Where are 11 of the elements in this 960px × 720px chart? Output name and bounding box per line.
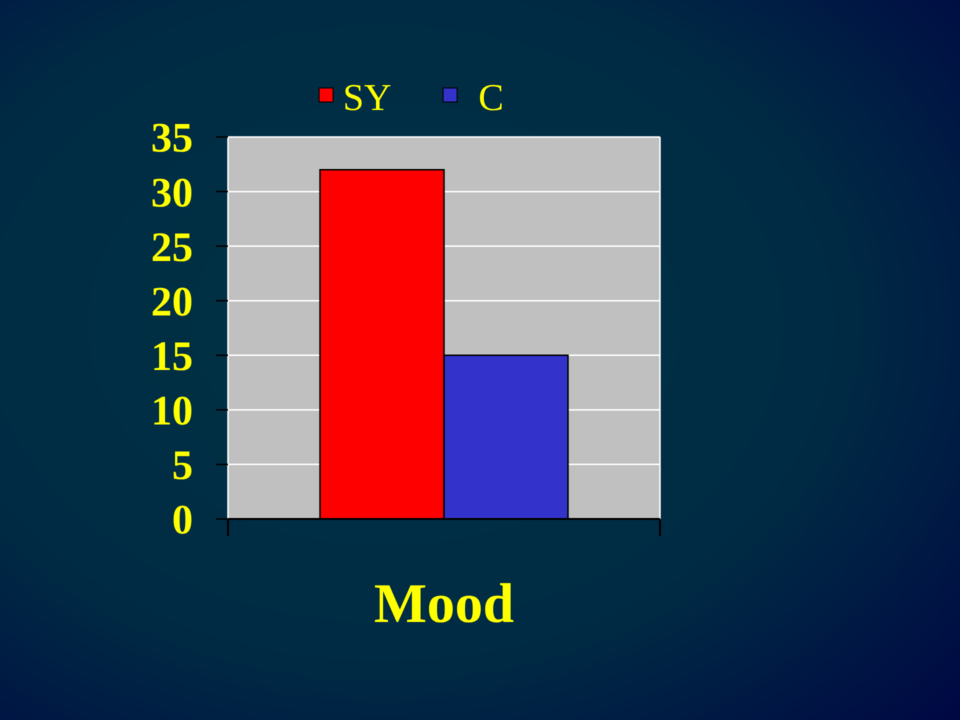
y-tick-label: 30 [151, 170, 193, 216]
y-tick-label: 5 [172, 443, 193, 490]
y-tick-label: 35 [151, 116, 193, 162]
legend-label: SY [342, 77, 392, 119]
legend-label: C [478, 77, 504, 119]
y-tick-label: 25 [151, 224, 193, 271]
y-tick-label: 15 [151, 334, 193, 380]
y-tick-label: 10 [151, 388, 193, 435]
y-tick-label: 20 [151, 279, 193, 326]
y-tick-label: 0 [172, 498, 193, 544]
x-tick-label: Mood [374, 573, 514, 635]
